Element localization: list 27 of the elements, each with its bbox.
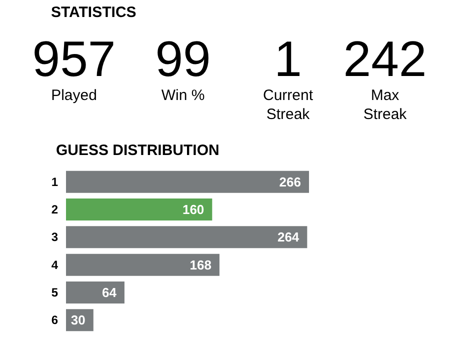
data-label: 168 <box>190 257 212 272</box>
data-label: 1 <box>273 31 303 87</box>
chart-title: GUESS DISTRIBUTION <box>56 142 220 159</box>
data-label: 99 <box>154 31 212 87</box>
y-tick-label: 1 <box>51 174 58 189</box>
bar <box>66 254 220 276</box>
data-label: 266 <box>279 174 301 190</box>
bar <box>66 282 124 304</box>
y-tick-label: 3 <box>51 230 58 244</box>
bar <box>66 226 308 248</box>
data-label: 160 <box>182 202 204 217</box>
bar <box>66 198 212 220</box>
data-label: 242 <box>342 31 428 87</box>
category-label: Win % <box>160 86 206 105</box>
category-label: Current Streak <box>262 86 314 124</box>
bar <box>66 170 309 193</box>
y-tick-label: 4 <box>51 258 58 272</box>
y-tick-label: 2 <box>51 202 58 216</box>
category-label: Played <box>50 86 98 105</box>
data-label: 957 <box>31 31 117 87</box>
data-label: 30 <box>70 312 86 328</box>
data-label: 264 <box>277 230 300 245</box>
data-label: 64 <box>102 285 118 300</box>
y-tick-label: 5 <box>51 286 58 300</box>
category-label: Max Streak <box>362 86 408 124</box>
text: STATISTICS <box>51 4 136 21</box>
y-tick-label: 6 <box>51 313 58 328</box>
